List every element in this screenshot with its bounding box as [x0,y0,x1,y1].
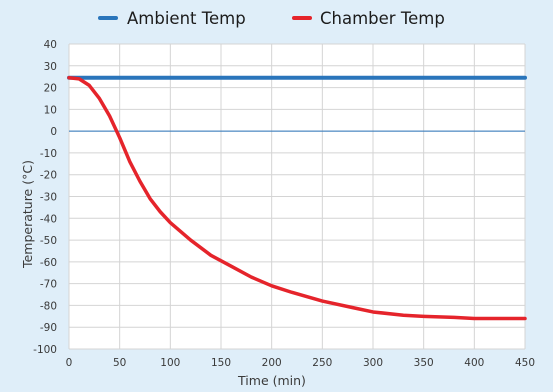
gridlines [68,43,526,350]
y-axis-title: Temperature (°C) [20,160,35,269]
y-tick-label: -30 [40,192,57,204]
y-tick-label: 0 [50,126,57,138]
y-tick-label: -100 [33,344,57,356]
legend-chamber-swatch [292,16,312,20]
y-tick-label: -50 [40,235,57,247]
y-tick-label: -20 [40,170,57,182]
x-tick-labels: 0 50 100 150 200 250 300 350 400 450 [66,357,535,369]
legend-chamber-label: Chamber Temp [320,9,445,28]
y-tick-label: -10 [40,148,57,160]
legend-ambient-label: Ambient Temp [127,9,246,28]
x-axis-title: Time (min) [237,373,306,388]
x-tick-label: 350 [414,357,434,369]
y-tick-label: -40 [40,213,57,225]
y-tick-label: 30 [44,61,57,73]
y-tick-label: 10 [44,104,57,116]
legend: Ambient Temp Chamber Temp [98,9,445,28]
y-tick-label: -60 [40,257,57,269]
x-tick-label: 150 [211,357,231,369]
x-tick-label: 200 [262,357,282,369]
series-lines [67,75,527,321]
x-tick-label: 250 [312,357,332,369]
legend-ambient-swatch [98,16,118,20]
y-tick-label: 20 [44,83,57,95]
x-tick-label: 400 [464,357,484,369]
y-tick-label: 40 [44,39,57,51]
chamber-temp-line [67,76,527,321]
x-tick-label: 0 [66,357,73,369]
x-tick-label: 100 [160,357,180,369]
y-tick-label: -80 [40,300,57,312]
x-tick-label: 450 [515,357,535,369]
x-tick-label: 50 [113,357,126,369]
y-tick-labels: 40 30 20 10 0 -10 -20 -30 -40 -50 -60 -70 -80 -90 -100 [33,39,57,356]
y-tick-label: -90 [40,322,57,334]
x-tick-label: 300 [363,357,383,369]
y-tick-label: -70 [40,279,57,291]
